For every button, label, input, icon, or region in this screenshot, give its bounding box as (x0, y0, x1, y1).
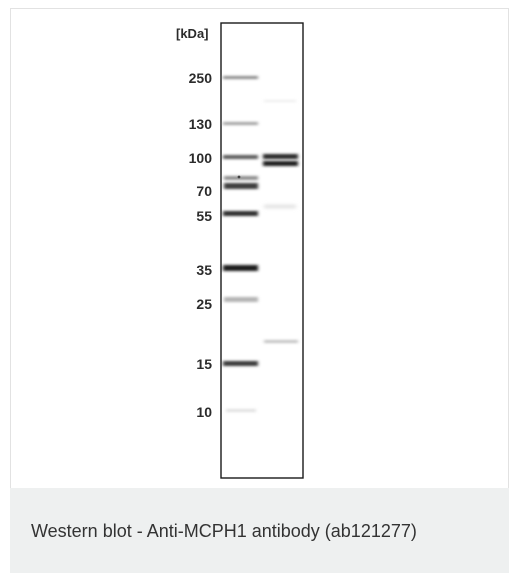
marker-label-100: 100 (188, 150, 212, 166)
ladder-band-70a (224, 176, 258, 180)
ladder-band-15 (223, 361, 258, 366)
blot-membrane (220, 22, 304, 479)
sample-band-upper (263, 154, 298, 159)
sample-lane (263, 100, 298, 343)
sample-band-faint (264, 340, 298, 343)
marker-label-55: 55 (196, 208, 212, 224)
kda-unit-label: [kDa] (176, 26, 209, 41)
ladder-band-25 (224, 297, 258, 302)
ladder-band-35 (223, 265, 258, 271)
ladder-band-130 (223, 122, 258, 125)
marker-label-70: 70 (196, 183, 212, 199)
marker-label-250: 250 (188, 70, 212, 86)
ladder-band-55 (223, 211, 258, 216)
marker-label-15: 15 (196, 356, 212, 372)
caption-bar: Western blot - Anti-MCPH1 antibody (ab12… (10, 488, 509, 573)
marker-label-10: 10 (196, 404, 212, 420)
sample-band-lower (263, 161, 298, 166)
ladder-band-10 (226, 409, 256, 412)
marker-label-130: 130 (188, 116, 212, 132)
ladder-spot (237, 175, 241, 179)
marker-label-25: 25 (196, 296, 212, 312)
ladder-band-250 (223, 76, 258, 79)
western-blot-image (220, 22, 304, 479)
marker-label-35: 35 (196, 262, 212, 278)
ladder-band-70 (224, 183, 258, 189)
ladder-band-100 (223, 155, 258, 159)
figure-caption: Western blot - Anti-MCPH1 antibody (ab12… (31, 521, 417, 541)
ladder-lane (223, 76, 258, 412)
